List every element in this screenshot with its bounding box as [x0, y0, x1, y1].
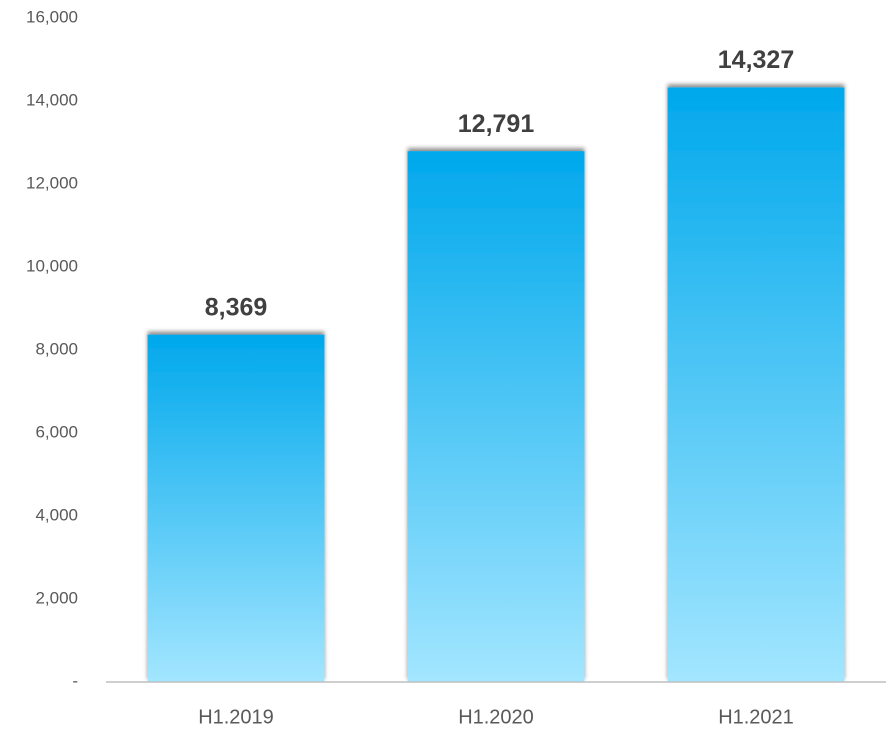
- y-tick-label: 16,000: [26, 7, 78, 26]
- value-label: 12,791: [458, 110, 535, 138]
- value-label: 14,327: [718, 46, 794, 74]
- bar: [667, 87, 845, 682]
- bar: [407, 151, 585, 683]
- bar: [147, 334, 325, 682]
- x-tick-label: H1.2021: [718, 706, 794, 728]
- x-tick-label: H1.2019: [198, 706, 274, 728]
- y-tick-label: 12,000: [26, 173, 78, 192]
- y-tick-label: 6,000: [35, 422, 78, 441]
- y-tick-label: -: [72, 671, 78, 690]
- y-tick-label: 14,000: [26, 90, 78, 109]
- y-tick-label: 4,000: [35, 505, 78, 524]
- y-tick-label: 10,000: [26, 256, 78, 275]
- x-tick-label: H1.2020: [458, 706, 534, 728]
- y-tick-label: 2,000: [35, 588, 78, 607]
- value-label: 8,369: [205, 293, 268, 321]
- y-tick-label: 8,000: [35, 339, 78, 358]
